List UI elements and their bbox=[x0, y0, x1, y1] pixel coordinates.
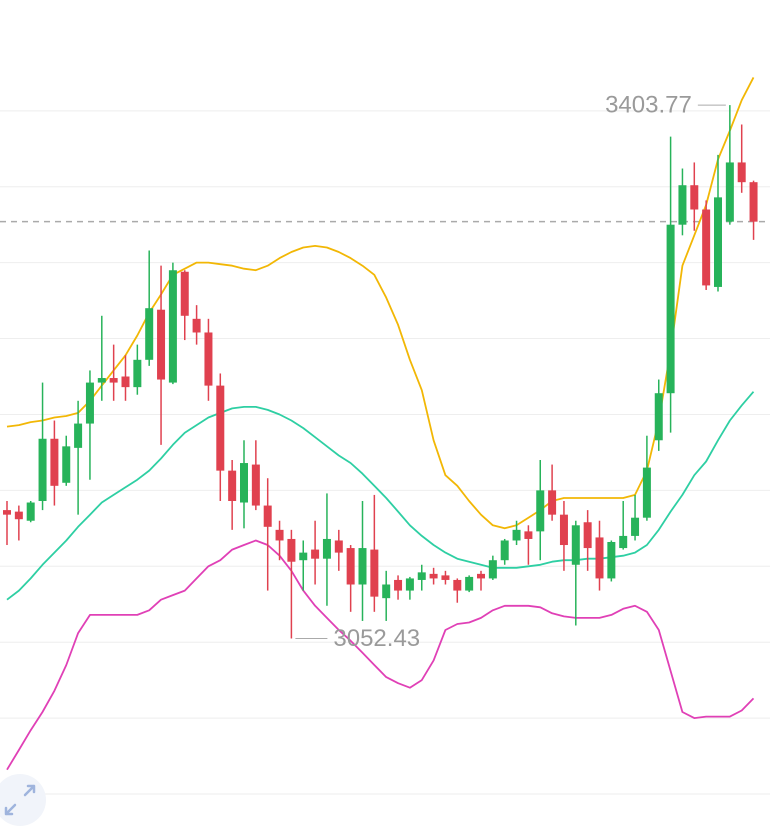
expand-button[interactable] bbox=[0, 774, 46, 826]
candles bbox=[3, 105, 758, 639]
candle-body bbox=[749, 182, 758, 222]
candle-body bbox=[737, 162, 746, 183]
candle-body bbox=[382, 584, 391, 599]
candle-body bbox=[38, 438, 47, 501]
candle-body bbox=[334, 540, 343, 553]
indicator-line bbox=[6, 76, 755, 530]
candle-body bbox=[571, 525, 580, 565]
candle-body bbox=[145, 308, 154, 360]
candle-body bbox=[441, 575, 450, 580]
candle-body bbox=[714, 197, 722, 287]
candle-body bbox=[157, 309, 166, 380]
candle-body bbox=[121, 376, 130, 388]
candle-body bbox=[642, 467, 651, 518]
expand-icon[interactable] bbox=[4, 784, 36, 816]
grid bbox=[0, 110, 770, 795]
candle-body bbox=[595, 537, 604, 579]
high-label: 3403.77 bbox=[605, 91, 692, 118]
candle-body bbox=[299, 552, 308, 561]
candle-body bbox=[559, 514, 568, 546]
candle-body bbox=[666, 224, 675, 394]
candle-body bbox=[417, 572, 426, 580]
candle-body bbox=[3, 510, 11, 515]
candle-body bbox=[240, 463, 248, 503]
annotations: 3403.77 3052.43 bbox=[295, 91, 726, 652]
candle-body bbox=[26, 502, 35, 521]
candle-body bbox=[512, 529, 521, 541]
candle-body bbox=[429, 573, 438, 579]
candle-body bbox=[607, 541, 616, 579]
candle-body bbox=[690, 185, 699, 210]
candle-body bbox=[263, 505, 272, 527]
candle-body bbox=[14, 511, 23, 520]
candle-body bbox=[346, 548, 355, 585]
candle-body bbox=[133, 359, 142, 388]
candle-body bbox=[311, 549, 320, 559]
candle-body bbox=[370, 549, 379, 597]
candle-body bbox=[50, 438, 59, 486]
candle-body bbox=[228, 470, 237, 501]
candle-body bbox=[654, 393, 663, 441]
candle-body bbox=[524, 531, 533, 539]
candle-body bbox=[322, 538, 331, 559]
candle-body bbox=[275, 529, 284, 541]
candle-body bbox=[74, 423, 83, 448]
candle-body bbox=[548, 490, 557, 515]
candle-body bbox=[405, 578, 414, 591]
indicator-lines bbox=[6, 76, 755, 771]
indicator-line bbox=[6, 391, 755, 601]
candle-body bbox=[62, 446, 71, 483]
candle-body bbox=[725, 162, 734, 222]
candle-body bbox=[216, 385, 225, 471]
candle-body bbox=[85, 382, 94, 424]
candle-body bbox=[358, 548, 367, 585]
candle-body bbox=[465, 576, 474, 591]
candle-body bbox=[204, 332, 213, 386]
candle-body bbox=[453, 579, 462, 591]
candle-body bbox=[488, 560, 497, 579]
low-label: 3052.43 bbox=[333, 625, 420, 652]
candle-body bbox=[536, 490, 545, 532]
candle-body bbox=[180, 271, 189, 316]
candle-body bbox=[631, 517, 640, 536]
indicator-line bbox=[6, 539, 755, 771]
candle-body bbox=[109, 378, 118, 383]
candle-body bbox=[477, 573, 485, 579]
candle-body bbox=[168, 270, 177, 383]
candle-body bbox=[192, 318, 201, 333]
candle-body bbox=[287, 538, 296, 562]
expand-button-bg[interactable] bbox=[0, 774, 46, 826]
candle-body bbox=[619, 535, 628, 549]
candle-body bbox=[97, 378, 106, 383]
candle-body bbox=[583, 522, 592, 549]
candle-body bbox=[394, 579, 403, 591]
candle-body bbox=[251, 464, 260, 506]
candle-body bbox=[500, 540, 509, 561]
candle-body bbox=[702, 209, 711, 286]
candle-body bbox=[678, 185, 687, 225]
